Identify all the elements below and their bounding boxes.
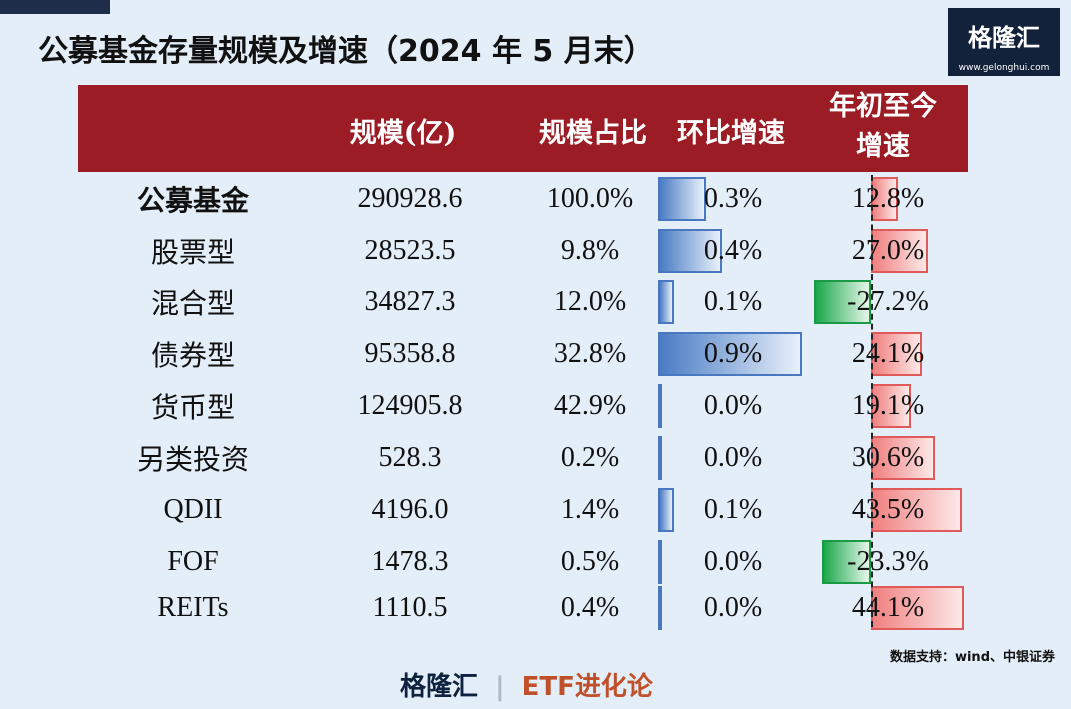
mom: 0.0%	[703, 390, 763, 421]
share: 12.0%	[553, 286, 627, 317]
share: 1.4%	[560, 494, 620, 525]
row-name: 股票型	[150, 238, 236, 269]
logo-text: 格隆汇	[968, 24, 1040, 52]
corner-band	[0, 0, 110, 14]
table-header: 规模(亿) 规模占比 环比增速 年初至今增速	[78, 85, 968, 172]
scale: 290928.6	[357, 183, 463, 214]
row-name: 混合型	[150, 289, 236, 320]
row-name: 另类投资	[136, 445, 250, 476]
ytd: 27.0%	[851, 235, 925, 266]
scale: 28523.5	[364, 235, 456, 266]
mom-bar	[658, 332, 802, 376]
scale: 1478.3	[371, 546, 449, 577]
mom: 0.4%	[703, 235, 763, 266]
column-header: 年初至今增速	[829, 91, 937, 162]
ytd-bar	[871, 586, 964, 630]
row-name: 公募基金	[136, 186, 250, 217]
column-header: 规模(亿)	[349, 118, 457, 149]
ytd: 30.6%	[851, 442, 925, 473]
mom: 0.0%	[703, 442, 763, 473]
mom: 0.0%	[703, 546, 763, 577]
source: 数据支持：wind、中银证券	[889, 650, 1055, 665]
mom-bar	[658, 177, 706, 221]
share: 9.8%	[560, 235, 620, 266]
row-name: QDII	[163, 494, 223, 525]
row-name: 货币型	[150, 393, 236, 424]
scale: 4196.0	[371, 494, 449, 525]
mom: 0.9%	[703, 338, 763, 369]
footer: 格隆汇 | ETF进化论	[400, 672, 653, 702]
share: 0.5%	[560, 546, 620, 577]
mom-bar	[658, 586, 662, 630]
share: 32.8%	[553, 338, 627, 369]
mom: 0.1%	[703, 286, 763, 317]
logo-url: www.gelonghui.com	[958, 63, 1050, 73]
row-name: REITs	[157, 592, 229, 623]
mom: 0.0%	[703, 592, 763, 623]
ytd: 44.1%	[851, 592, 925, 623]
ytd-bar	[871, 332, 922, 376]
scale: 124905.8	[357, 390, 463, 421]
mom: 0.1%	[703, 494, 763, 525]
ytd: -27.2%	[847, 286, 929, 317]
mom-bar	[658, 280, 674, 324]
scale: 34827.3	[364, 286, 456, 317]
footer-channel: ETF进化论	[521, 672, 653, 702]
share: 100.0%	[546, 183, 634, 214]
row-name: FOF	[167, 546, 219, 577]
column-header: 规模占比	[539, 118, 647, 149]
mom-bar	[658, 229, 722, 273]
scale: 1110.5	[372, 592, 448, 623]
share: 0.2%	[560, 442, 620, 473]
ytd: 24.1%	[851, 338, 925, 369]
ytd: 43.5%	[851, 494, 925, 525]
scale: 95358.8	[364, 338, 456, 369]
share: 42.9%	[553, 390, 627, 421]
ytd-bar	[822, 540, 871, 584]
logo: 格隆汇 www.gelonghui.com	[948, 8, 1060, 76]
ytd-bar	[871, 436, 936, 480]
row-name: 债券型	[150, 341, 236, 372]
ytd: 19.1%	[851, 390, 925, 421]
ytd: -23.3%	[847, 546, 929, 577]
scale: 528.3	[378, 442, 442, 473]
share: 0.4%	[560, 592, 620, 623]
mom-bar	[658, 384, 662, 428]
mom-bar	[658, 540, 662, 584]
ytd: 12.8%	[851, 183, 925, 214]
zero-axis	[871, 175, 873, 627]
column-header: 环比增速	[677, 118, 785, 149]
title: 公募基金存量规模及增速（2024 年 5 月末）	[38, 34, 654, 69]
ytd-bar	[813, 280, 871, 324]
mom-bar	[658, 488, 674, 532]
footer-brand: 格隆汇	[400, 672, 479, 702]
mom-bar	[658, 436, 662, 480]
mom: 0.3%	[703, 183, 763, 214]
